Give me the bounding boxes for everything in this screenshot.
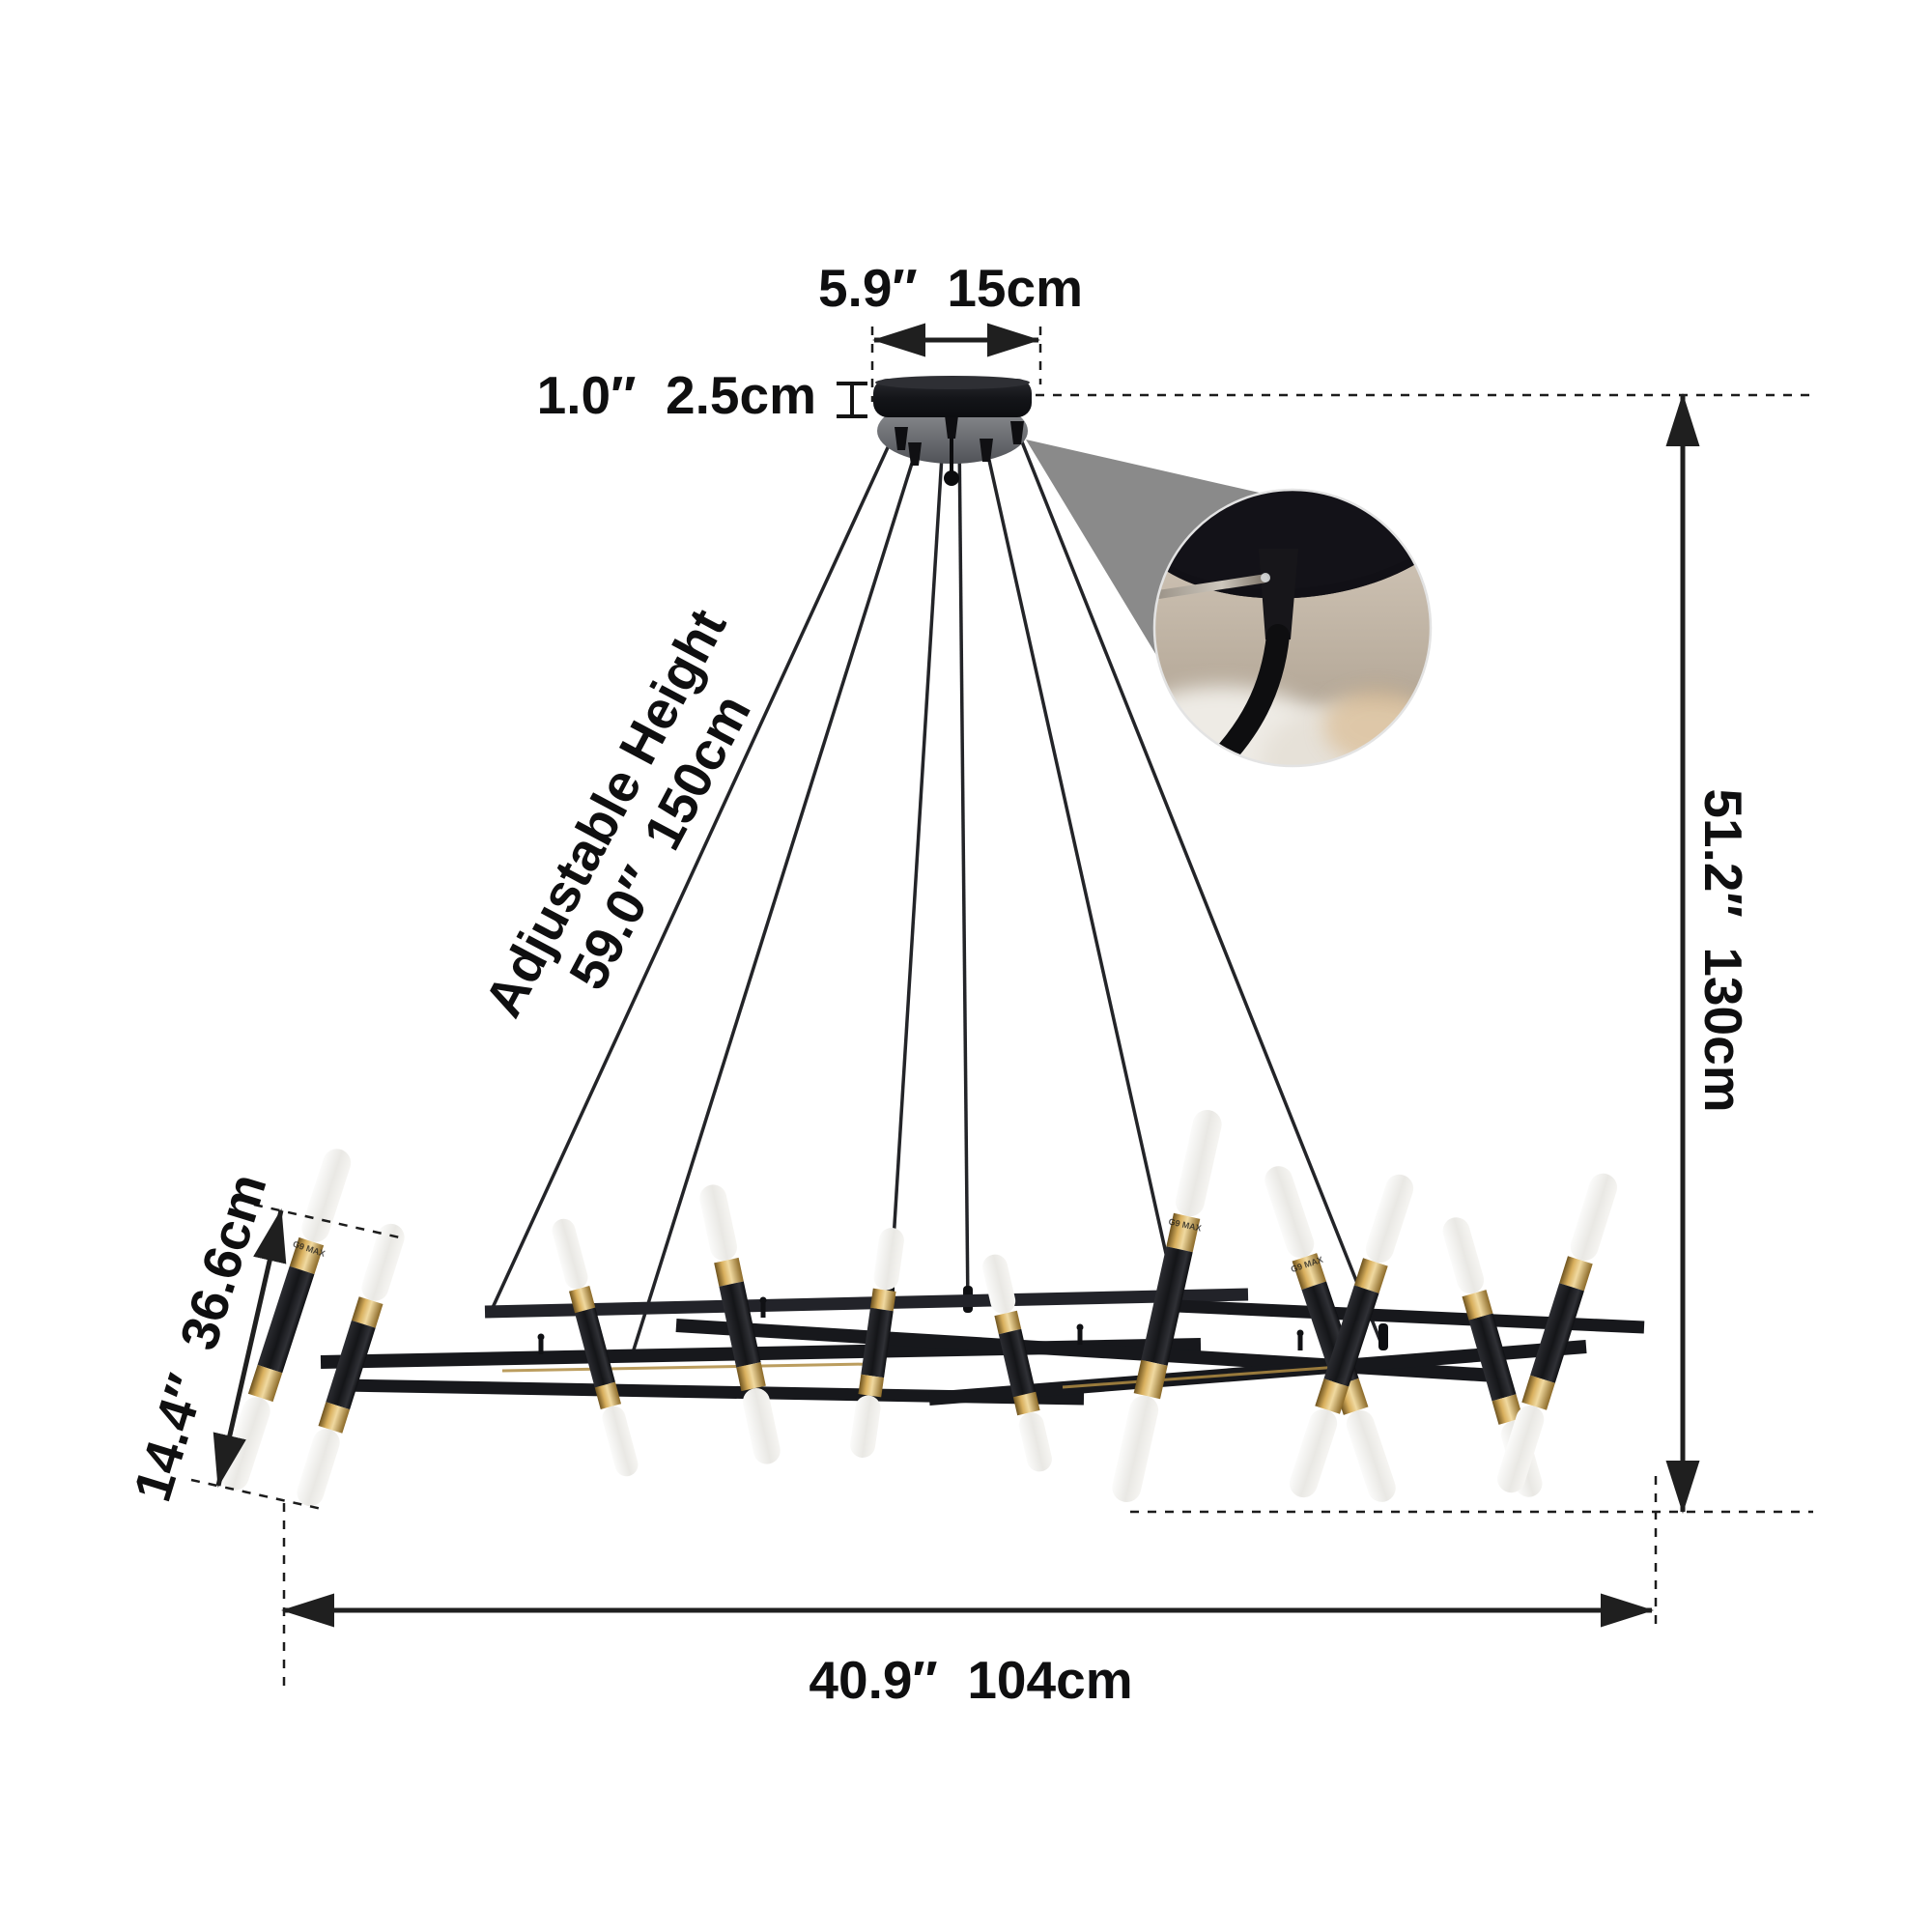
glass-diffuser xyxy=(1442,1217,1485,1294)
frame-pin-cap xyxy=(759,1296,767,1304)
light-tube xyxy=(982,1254,1052,1472)
tube-segment xyxy=(1141,1246,1193,1366)
tube-segment xyxy=(326,1320,376,1410)
suspension-cable xyxy=(984,446,1179,1302)
callout-wedge xyxy=(1026,440,1285,669)
canopy-height-label: 1.0″ 2.5cm xyxy=(537,365,816,425)
tube-segment xyxy=(1133,1359,1168,1400)
tube-segment xyxy=(594,1381,621,1409)
glass-diffuser xyxy=(1289,1408,1338,1498)
tube-segment xyxy=(1521,1375,1555,1410)
bar-gold-glint xyxy=(501,1362,870,1373)
suspension-cable xyxy=(628,453,917,1363)
tube-segment xyxy=(1559,1256,1593,1292)
tube-segment xyxy=(994,1310,1022,1335)
glass-diffuser xyxy=(297,1429,340,1507)
suspension-cable xyxy=(888,455,944,1304)
photo-light-glow xyxy=(1323,690,1430,763)
fixture-width-label: 40.9″ 104cm xyxy=(809,1650,1132,1710)
adjustable-height-label: Adjustable Height 59.0″ 150cm xyxy=(472,599,762,1026)
tube-segment xyxy=(714,1257,744,1287)
glass-diffuser xyxy=(1018,1412,1052,1472)
tube-segment xyxy=(1292,1253,1327,1291)
tube-segment xyxy=(1462,1290,1493,1321)
canopy-ball-joint xyxy=(944,470,959,486)
bar-gold-glint xyxy=(1062,1364,1353,1389)
tube-segment xyxy=(318,1402,351,1434)
extension-lines xyxy=(190,327,1813,1692)
tube-segment xyxy=(998,1328,1037,1398)
tube-segment xyxy=(1492,1394,1523,1425)
canopy-height-tick xyxy=(837,382,867,418)
cable-connector xyxy=(1378,1323,1388,1350)
tube-segment xyxy=(289,1236,325,1275)
glass-diffuser xyxy=(301,1149,352,1242)
tube-segment xyxy=(861,1307,894,1378)
photo-screwdriver xyxy=(1154,574,1268,600)
glass-diffuser xyxy=(873,1228,904,1291)
photo-cable-gland xyxy=(1259,549,1298,639)
light-tube xyxy=(850,1228,904,1458)
arm-height-arrow xyxy=(213,1208,287,1488)
light-tube xyxy=(297,1223,405,1507)
canopy-width-label: 5.9″ 15cm xyxy=(818,258,1083,318)
cable-gland xyxy=(945,415,958,439)
frame-pin-cap xyxy=(1076,1323,1084,1331)
tube-segment xyxy=(719,1281,761,1368)
glass-diffuser xyxy=(552,1218,588,1290)
tube-segment xyxy=(736,1362,766,1392)
tube-segment xyxy=(569,1286,596,1314)
light-tube: G9 MAX xyxy=(1264,1166,1396,1502)
ceiling-canopy xyxy=(873,376,1032,486)
extension-line xyxy=(190,1478,323,1511)
light-tube xyxy=(552,1218,639,1477)
fixture-height-label: 51.2″ 130cm xyxy=(1693,788,1753,1112)
light-tube xyxy=(1289,1174,1414,1498)
glass-diffuser xyxy=(743,1388,781,1464)
cable-gland xyxy=(895,427,908,450)
frame-pin-cap xyxy=(537,1333,545,1341)
tube-segment xyxy=(1530,1283,1584,1383)
photo-screwdriver-tip xyxy=(1261,573,1270,582)
glass-diffuser xyxy=(850,1395,881,1458)
glass-diffuser xyxy=(1365,1174,1414,1264)
light-tube xyxy=(1496,1173,1618,1493)
dimension-arrows xyxy=(213,323,1700,1628)
glass-diffuser xyxy=(982,1254,1016,1314)
glass-diffuser xyxy=(1496,1406,1545,1493)
cable-gland xyxy=(1010,421,1024,444)
glass-diffuser xyxy=(1346,1409,1396,1502)
tube-segment xyxy=(1315,1378,1350,1414)
glass-diffuser xyxy=(1112,1395,1159,1502)
suspension-cable xyxy=(957,432,970,1312)
tube-segment xyxy=(1012,1391,1040,1416)
cable-gland xyxy=(908,442,922,466)
light-tube xyxy=(699,1184,781,1464)
glass-diffuser xyxy=(1264,1166,1315,1259)
glass-diffuser xyxy=(1570,1173,1618,1261)
tube-segment xyxy=(858,1374,885,1398)
glass-diffuser xyxy=(361,1223,405,1301)
cable-gland xyxy=(980,439,993,462)
canopy-top xyxy=(875,376,1030,389)
suspension-cable xyxy=(489,432,896,1313)
suspension-cable xyxy=(1015,429,1385,1350)
tube-segment xyxy=(869,1288,896,1312)
light-tube: G9 MAX xyxy=(1112,1110,1222,1502)
tube-segment xyxy=(1323,1285,1379,1387)
glass-diffuser xyxy=(699,1184,737,1261)
tube-segment xyxy=(1353,1258,1388,1293)
frame-pin-cap xyxy=(1296,1329,1304,1337)
glass-diffuser xyxy=(1175,1110,1222,1217)
inset-circle-ring xyxy=(1152,488,1433,768)
glass-diffuser xyxy=(602,1406,639,1477)
frame-bar xyxy=(484,1288,1249,1319)
tube-segment xyxy=(1468,1313,1517,1402)
tube-segment xyxy=(1166,1212,1201,1253)
tube-segment xyxy=(351,1296,384,1328)
tube-segment xyxy=(575,1307,615,1388)
